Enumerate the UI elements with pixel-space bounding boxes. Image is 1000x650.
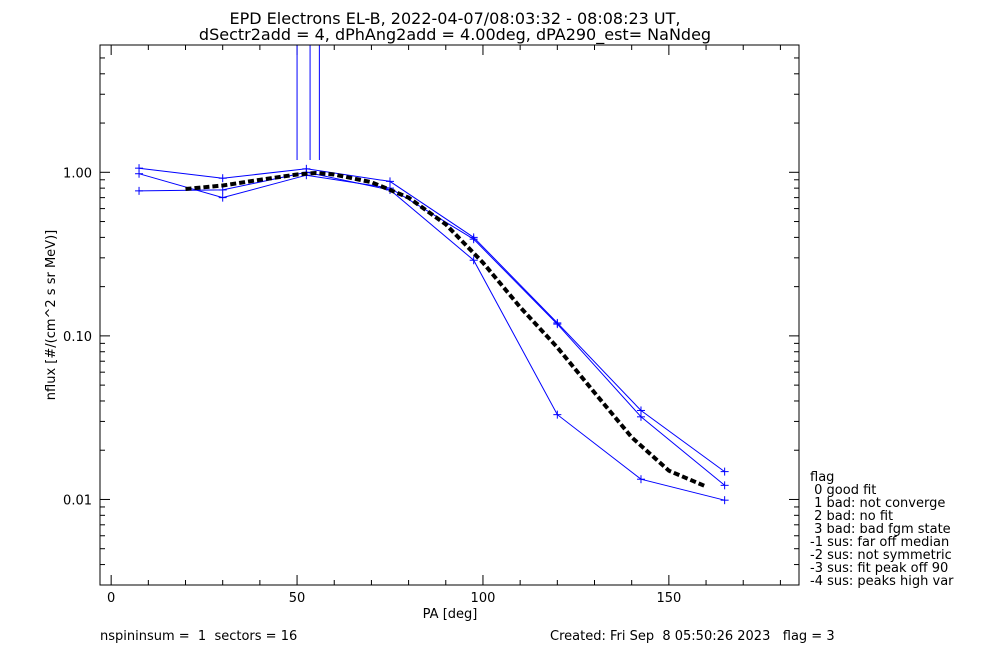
data-point (135, 186, 144, 195)
legend: flag 0 good fit 1 bad: not converge 2 ba… (810, 470, 954, 589)
footer-right: Created: Fri Sep 8 05:50:26 2023 flag = … (550, 629, 835, 644)
x-tick-label: 0 (107, 591, 115, 606)
data-point (636, 412, 645, 421)
data-point (135, 169, 144, 178)
plot-frame (99, 44, 800, 586)
data-point (386, 177, 395, 186)
chart-title-line2: dSectr2add = 4, dPhAng2add = 4.00deg, dP… (199, 25, 711, 45)
data-point (218, 174, 227, 183)
legend-entry: -1 sus: far off median (810, 535, 949, 550)
series-line-0 (138, 167, 725, 473)
legend-entry: 2 bad: no fit (810, 509, 893, 524)
x-tick-label: 50 (289, 591, 306, 606)
x-tick-label: 150 (656, 591, 681, 606)
data-point (720, 481, 729, 490)
x-axis-label: PA [deg] (423, 607, 478, 622)
fit-curve-group (185, 170, 707, 489)
data-point (720, 467, 729, 476)
y-axis-label: nflux [#/(cm^2 s sr MeV)] (44, 230, 59, 400)
series-line-1 (138, 173, 725, 486)
data-point (553, 320, 562, 329)
y-tick-label: 0.01 (63, 493, 92, 508)
data-point (636, 475, 645, 484)
fit-curve (185, 170, 707, 489)
data-point (553, 410, 562, 419)
y-tick-label: 1.00 (63, 166, 92, 181)
legend-entry: -4 sus: peaks high var (810, 574, 954, 589)
legend-entry: -3 sus: fit peak off 90 (810, 561, 948, 576)
series-group (135, 164, 729, 505)
chart-title-line1: EPD Electrons EL-B, 2022-04-07/08:03:32 … (230, 9, 681, 28)
legend-entry: 0 good fit (810, 483, 876, 498)
y-tick-label: 0.10 (63, 330, 92, 345)
data-point (469, 256, 478, 265)
data-point (469, 235, 478, 244)
data-point (218, 193, 227, 202)
legend-title: flag (810, 470, 834, 485)
data-point (720, 496, 729, 505)
axis-ticks: 0 50 100 150 0.01 0.10 1.00 (63, 44, 799, 606)
legend-entry: 1 bad: not converge (810, 496, 945, 511)
series-line-2 (138, 171, 725, 501)
vertical-markers (296, 45, 320, 160)
x-tick-label: 100 (471, 591, 496, 606)
legend-entry: -2 sus: not symmetric (810, 548, 952, 563)
footer-left: nspininsum = 1 sectors = 16 (100, 629, 297, 644)
legend-entry: 3 bad: bad fgm state (810, 522, 951, 537)
